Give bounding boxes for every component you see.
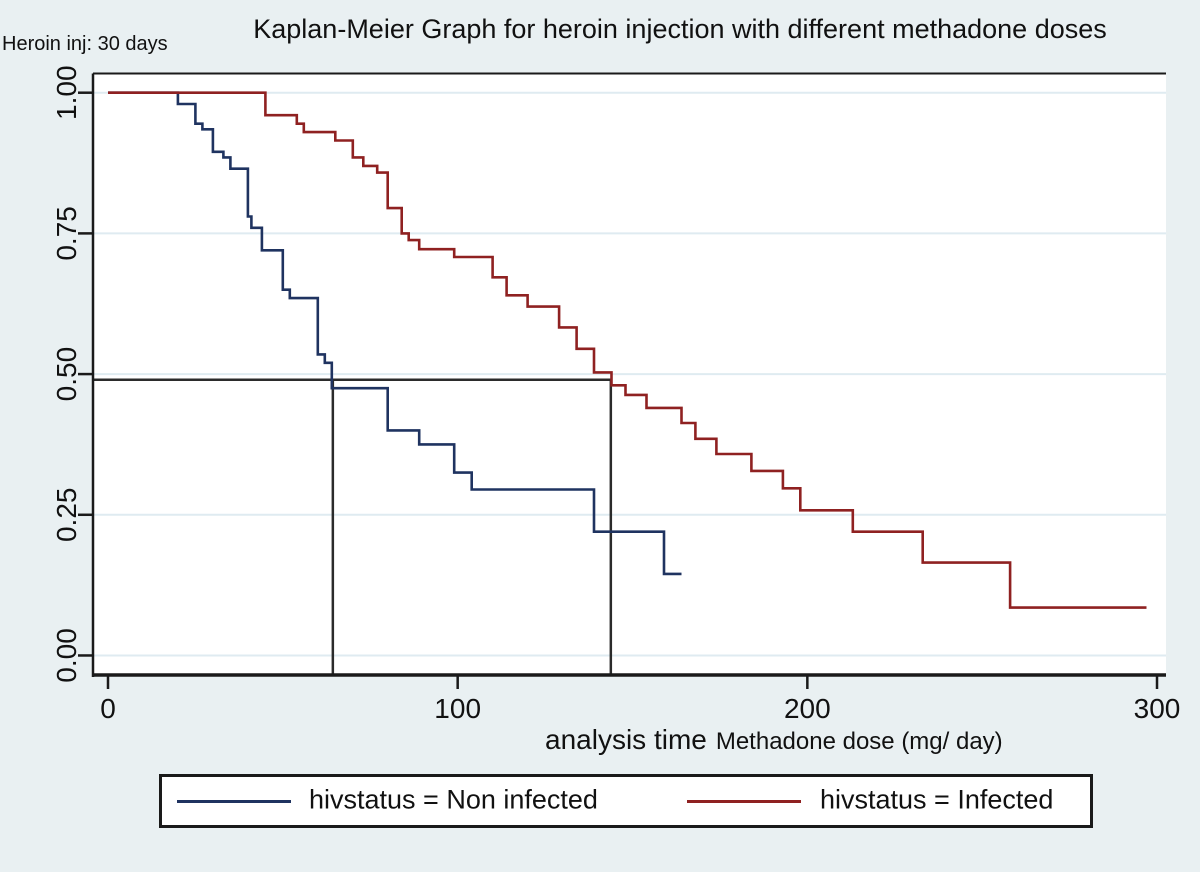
y-axis-unit-label: Heroin inj: 30 days — [2, 33, 168, 55]
x-tick-label: 300 — [1134, 693, 1181, 724]
x-tick-label: 0 — [100, 693, 116, 724]
survival-curve-infected — [108, 91, 1147, 609]
survival-curve-non-infected — [108, 91, 682, 576]
y-tick-label: 0.50 — [51, 347, 82, 402]
chart-title: Kaplan-Meier Graph for heroin injection … — [253, 14, 1107, 44]
x-axis-label: analysis time Methadone dose (mg/ day) — [545, 724, 1003, 756]
x-axis-label-methadone-dose: Methadone dose (mg/ day) — [715, 728, 1003, 755]
legend-line-non-infected-icon — [177, 800, 291, 803]
y-tick-label: 0.25 — [51, 488, 82, 543]
legend-line-infected-icon — [687, 800, 801, 803]
y-tick-label: 0.75 — [51, 206, 82, 261]
legend-label-infected: hivstatus = Infected — [820, 784, 1054, 815]
legend: hivstatus = Non infected hivstatus = Inf… — [159, 774, 1093, 828]
legend-label-non-infected: hivstatus = Non infected — [309, 784, 598, 815]
y-tick-label: 1.00 — [51, 65, 82, 120]
x-tick-label: 100 — [434, 693, 481, 724]
y-tick-label: 0.00 — [51, 628, 82, 683]
x-tick-label: 200 — [784, 693, 831, 724]
x-axis-label-analysis-time: analysis time — [545, 724, 707, 755]
